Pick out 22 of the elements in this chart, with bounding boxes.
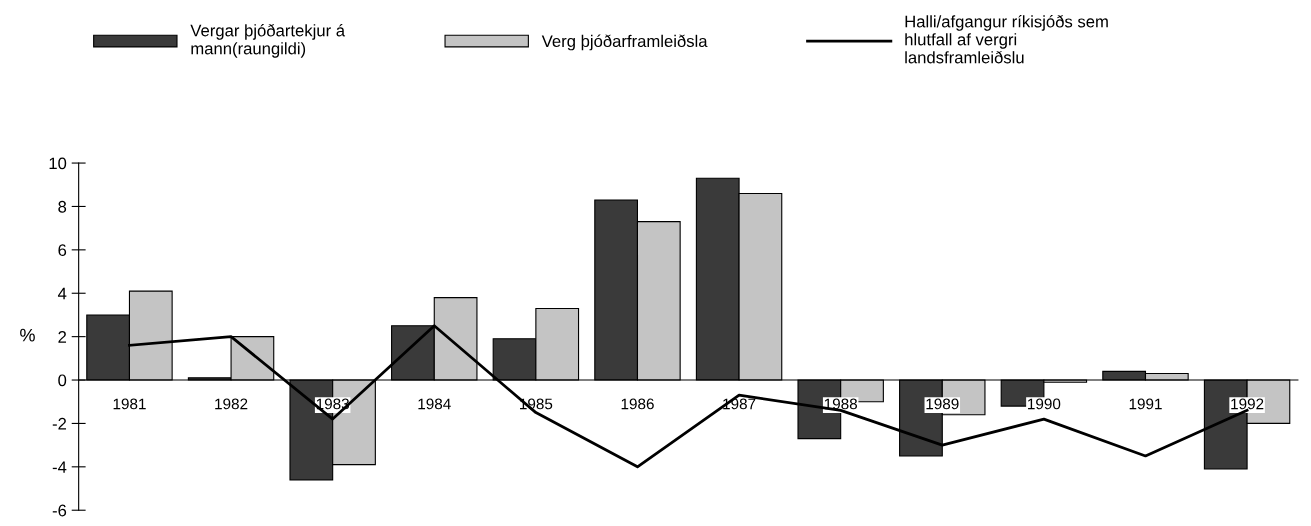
y-axis-title: % [20, 328, 35, 342]
x-tick-label: 1986 [621, 398, 654, 410]
y-tick-label: 6 [58, 244, 67, 257]
x-tick-label: 1991 [1129, 398, 1162, 410]
x-tick-label: 1988 [824, 398, 858, 410]
x-tick-label: 1990 [1028, 398, 1061, 410]
legend-label: Verg þjóðarframleiðsla [541, 34, 708, 51]
y-tick-label: 4 [57, 287, 67, 300]
y-tick-label: 2 [58, 331, 67, 343]
x-tick-label: 1981 [113, 398, 146, 410]
y-tick-label: 8 [58, 200, 67, 213]
y-tick-label: -6 [52, 504, 67, 517]
y-tick-label: 10 [49, 157, 67, 170]
y-tick-label: -4 [52, 461, 67, 473]
y-tick-label: 0 [58, 374, 67, 387]
legend-label: Vergar þjóðartekjur á mann(raungildi) [190, 23, 346, 58]
x-tick-label: 1982 [215, 398, 248, 410]
y-tick-label: -2 [52, 417, 67, 430]
x-tick-label: 1984 [418, 398, 451, 410]
x-tick-label: 1992 [1231, 398, 1264, 410]
x-tick-label: 1989 [926, 398, 959, 410]
legend-label: Halli/afgangur ríkisjóðs sem hlutfall af vergri landsframleiðslu [905, 15, 1108, 64]
